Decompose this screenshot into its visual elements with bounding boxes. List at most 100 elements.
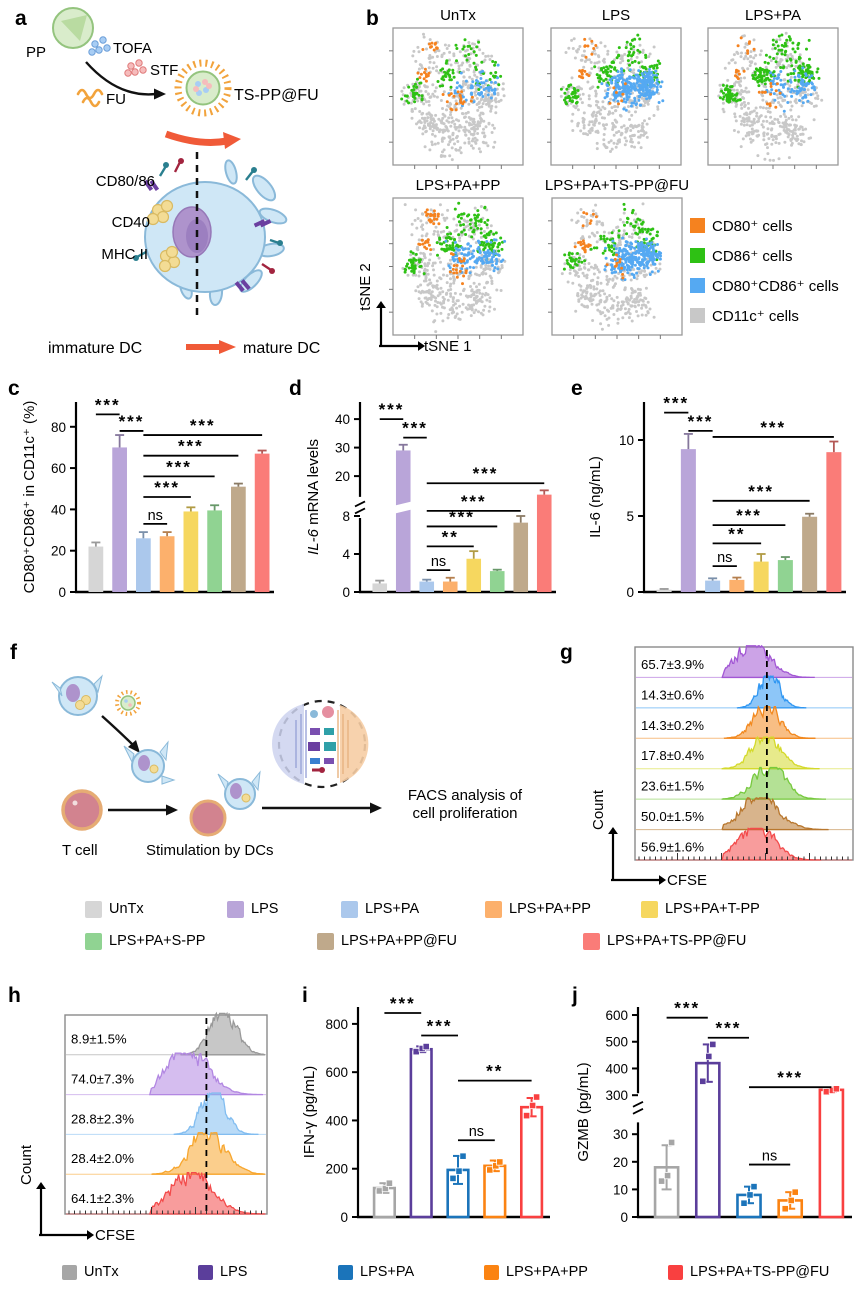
tsne-point	[441, 150, 444, 154]
data-point	[832, 1085, 841, 1093]
tsne-point	[434, 330, 438, 334]
legend-swatch-icon	[317, 932, 334, 950]
legend-item: UnTx	[62, 1262, 119, 1282]
tsne-point	[449, 63, 453, 67]
tsne-plot-title: UnTx	[440, 7, 476, 24]
tsne-point	[615, 276, 619, 280]
tsne-point	[486, 54, 490, 58]
tsne-point	[477, 258, 480, 261]
tsne-point	[747, 119, 751, 123]
tsne-point	[785, 59, 789, 63]
tsne-point	[583, 248, 587, 252]
tsne-point	[458, 317, 462, 321]
tsne-point	[759, 114, 763, 118]
tsne-point	[418, 265, 422, 269]
tsne-point	[485, 240, 489, 243]
tsne-point	[436, 80, 440, 83]
tsne-point	[781, 99, 785, 103]
tsne-point	[612, 92, 616, 96]
tsne-point	[647, 99, 651, 103]
tsne-point	[793, 69, 797, 73]
tsne-point	[431, 92, 435, 96]
tsne-point	[447, 313, 451, 316]
tsne-point	[455, 94, 459, 98]
tsne-point	[469, 285, 472, 288]
tsne-point	[419, 89, 423, 93]
legend-label: LPS+PA+TS-PP@FU	[690, 1264, 830, 1280]
significance-label: ***	[154, 478, 180, 497]
tsne-point	[795, 134, 799, 138]
tsne-point	[796, 43, 800, 47]
tsne-point	[582, 211, 586, 215]
tsne-point	[639, 79, 643, 83]
tsne-point	[658, 267, 662, 271]
tsne-point	[466, 214, 469, 218]
tsne-point	[637, 244, 641, 247]
tsne-point	[763, 82, 767, 86]
legend-label: LPS+PA	[365, 901, 420, 917]
tsne-point	[603, 239, 607, 243]
tsne-point	[451, 71, 455, 75]
tsne-point	[629, 89, 633, 92]
tsne-point	[421, 242, 425, 246]
tsne-point	[480, 253, 484, 257]
tsne-point	[435, 55, 439, 58]
tsne-point	[476, 247, 480, 251]
tsne-point	[451, 241, 455, 245]
tsne-point	[601, 289, 605, 293]
tsne-point	[472, 266, 476, 270]
tsne-point	[788, 57, 792, 61]
tsne-point	[656, 230, 659, 234]
tsne-point	[484, 272, 488, 276]
tsne-point	[608, 248, 612, 252]
tsne-point	[757, 133, 761, 137]
tsne-point	[493, 63, 497, 67]
tsne-point	[619, 307, 623, 310]
tsne-point	[744, 54, 748, 58]
tsne-point	[422, 254, 426, 258]
tsne-point	[615, 50, 619, 54]
tsne-point	[407, 266, 411, 270]
percentage-label: 17.8±0.4%	[641, 748, 704, 763]
tsne-point	[624, 108, 628, 112]
tsne-point	[468, 257, 472, 261]
tsne-point	[433, 42, 437, 46]
tsne-point	[615, 131, 618, 135]
tsne-point	[582, 65, 586, 69]
tsne-point	[422, 35, 426, 39]
tsne-point	[602, 230, 606, 234]
tsne-point	[632, 68, 636, 72]
tsne-point	[497, 249, 501, 253]
tsne-point	[491, 123, 495, 127]
tsne-point	[436, 287, 440, 291]
tsne-point	[584, 244, 588, 248]
tsne-point	[777, 133, 781, 136]
tsne-point	[629, 104, 633, 108]
tsne-point	[427, 122, 431, 126]
tsne-point	[617, 130, 621, 133]
tsne-point	[633, 225, 637, 229]
tsne-point	[454, 251, 458, 255]
tsne-point	[589, 219, 593, 223]
tsne-point	[603, 116, 606, 120]
tsne-point	[614, 145, 618, 149]
tsne-point	[789, 139, 793, 142]
tsne-point	[580, 303, 584, 307]
tsne-point	[438, 84, 442, 88]
tsne-point	[412, 267, 416, 271]
tsne-point	[442, 306, 446, 310]
tsne-point	[583, 60, 587, 63]
tsne-point	[727, 61, 731, 65]
tsne-point	[660, 80, 664, 84]
tsne-point	[458, 269, 462, 273]
tsne-point	[607, 245, 611, 249]
data-point	[522, 1112, 531, 1120]
tsne-point	[624, 311, 628, 315]
y-tick-label: 30	[335, 441, 350, 456]
tsne-point	[455, 148, 458, 152]
tsne-point	[650, 82, 654, 86]
tsne-point	[411, 91, 415, 95]
y-tick-label: 0	[620, 1210, 628, 1225]
tsne-point	[470, 77, 474, 81]
